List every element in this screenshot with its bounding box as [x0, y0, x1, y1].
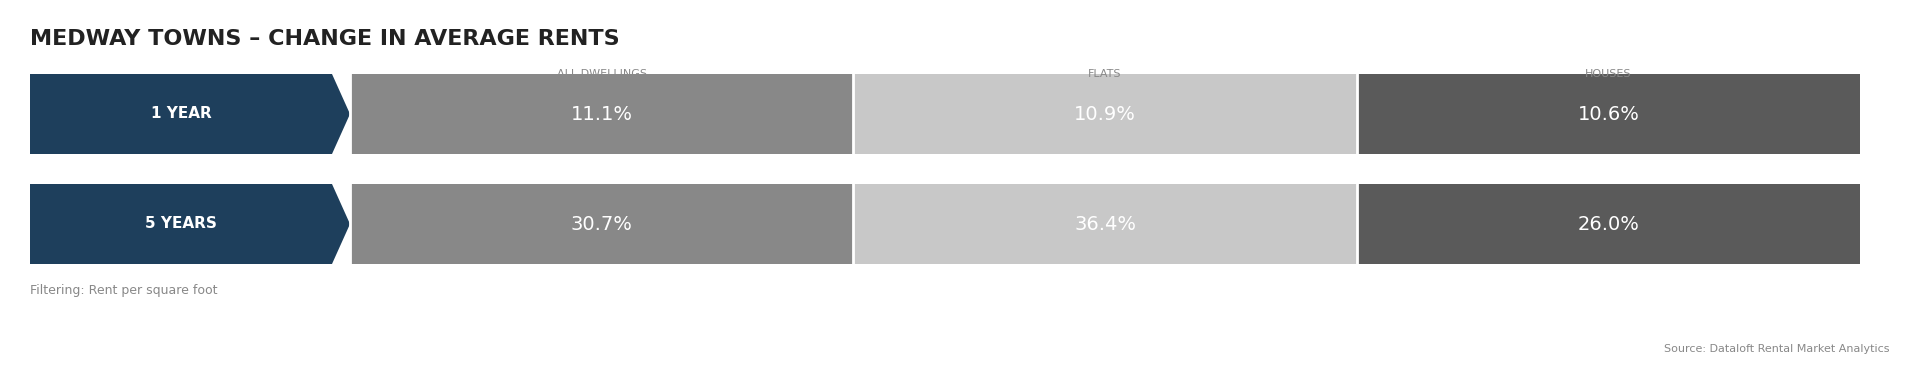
Text: FLATS: FLATS [1089, 69, 1121, 79]
Text: 5 YEARS: 5 YEARS [146, 217, 217, 232]
Text: Filtering: Rent per square foot: Filtering: Rent per square foot [31, 284, 217, 297]
Polygon shape [31, 184, 349, 264]
Polygon shape [349, 74, 852, 154]
Polygon shape [852, 74, 1357, 154]
Text: 10.9%: 10.9% [1073, 104, 1137, 124]
Polygon shape [349, 184, 852, 264]
Text: MEDWAY TOWNS – CHANGE IN AVERAGE RENTS: MEDWAY TOWNS – CHANGE IN AVERAGE RENTS [31, 29, 620, 49]
Text: ALL DWELLINGS: ALL DWELLINGS [557, 69, 647, 79]
Text: 1 YEAR: 1 YEAR [150, 106, 211, 121]
Text: 36.4%: 36.4% [1073, 215, 1137, 233]
Text: Source: Dataloft Rental Market Analytics: Source: Dataloft Rental Market Analytics [1665, 344, 1889, 354]
Text: HOUSES: HOUSES [1586, 69, 1632, 79]
Polygon shape [1357, 184, 1860, 264]
Text: 26.0%: 26.0% [1578, 215, 1640, 233]
Polygon shape [1357, 74, 1860, 154]
Polygon shape [31, 74, 349, 154]
Text: 10.6%: 10.6% [1578, 104, 1640, 124]
Polygon shape [852, 184, 1357, 264]
Text: 30.7%: 30.7% [570, 215, 632, 233]
Text: 11.1%: 11.1% [570, 104, 634, 124]
